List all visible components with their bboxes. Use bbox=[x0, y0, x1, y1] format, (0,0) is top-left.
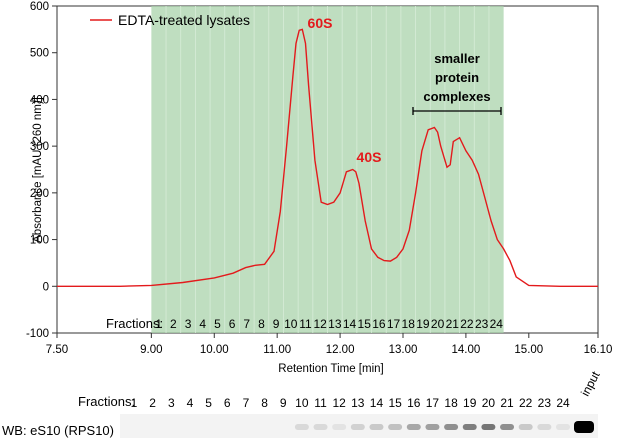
wb-lane-number: 10 bbox=[295, 396, 309, 410]
wb-lane-number: 3 bbox=[167, 396, 175, 410]
wb-lane-number: 11 bbox=[314, 396, 327, 410]
y-tick-label: 200 bbox=[30, 188, 49, 200]
fraction-number: 9 bbox=[273, 317, 280, 331]
fraction-number: 5 bbox=[214, 317, 221, 331]
fraction-number: 7 bbox=[243, 317, 250, 331]
y-axis-label: Absorbance [mAU (260 nm)] bbox=[32, 97, 44, 243]
x-tick-label: 10.00 bbox=[200, 344, 229, 356]
wb-lane-number: 4 bbox=[186, 396, 194, 410]
x-tick-label: 16.10 bbox=[584, 344, 613, 356]
wb-lane-number: 17 bbox=[425, 396, 440, 410]
x-axis-label: Retention Time [min] bbox=[278, 363, 383, 375]
fraction-number: 15 bbox=[358, 317, 372, 331]
x-tick-label: 11.00 bbox=[263, 344, 291, 356]
wb-lane-number: 24 bbox=[556, 396, 570, 410]
fraction-number: 19 bbox=[416, 317, 430, 331]
wb-lane-number: 16 bbox=[407, 396, 421, 410]
legend-label: EDTA-treated lysates bbox=[118, 12, 250, 28]
wb-band bbox=[425, 424, 440, 430]
wb-lane-number: 8 bbox=[261, 396, 268, 410]
wb-band bbox=[500, 424, 515, 430]
y-tick-label: -100 bbox=[26, 328, 49, 340]
annotation-40s: 40S bbox=[357, 149, 382, 165]
wb-band bbox=[388, 424, 403, 430]
wb-band bbox=[481, 424, 496, 430]
x-tick-label: 12.00 bbox=[326, 344, 355, 356]
x-tick-label: 15.00 bbox=[514, 344, 543, 356]
wb-lane-number: 15 bbox=[388, 396, 402, 410]
fraction-number: 13 bbox=[328, 317, 342, 331]
fraction-number: 16 bbox=[372, 317, 386, 331]
wb-lane-number: 2 bbox=[149, 396, 156, 410]
y-tick-label: 500 bbox=[30, 48, 49, 60]
wb-band bbox=[332, 424, 347, 430]
y-tick-label: 100 bbox=[30, 235, 49, 247]
annotation-smaller-complexes: smaller protein complexes bbox=[412, 51, 502, 115]
fraction-number: 11 bbox=[299, 317, 312, 331]
wb-lane-number: 22 bbox=[519, 396, 533, 410]
wb-band bbox=[369, 424, 384, 430]
fraction-number: 23 bbox=[475, 317, 489, 331]
wb-lane-number: 5 bbox=[205, 396, 212, 410]
fraction-number: 6 bbox=[229, 317, 236, 331]
wb-lane-number: 23 bbox=[537, 396, 552, 410]
wb-band bbox=[537, 424, 552, 430]
wb-lane-number: 21 bbox=[500, 396, 514, 410]
wb-lane-number: 20 bbox=[481, 396, 496, 410]
y-tick-label: 0 bbox=[43, 281, 49, 293]
fraction-number: 4 bbox=[199, 317, 206, 331]
wb-band bbox=[462, 424, 477, 430]
fraction-number: 2 bbox=[170, 317, 177, 331]
y-tick-label: 300 bbox=[30, 141, 49, 153]
wb-lane-number: 6 bbox=[223, 396, 231, 410]
fraction-number: 24 bbox=[490, 317, 504, 331]
fraction-number: 14 bbox=[343, 317, 357, 331]
wb-lane-number: 9 bbox=[279, 396, 287, 410]
wb-band bbox=[406, 424, 421, 430]
wb-input-band bbox=[574, 421, 594, 433]
svg-text:protein: protein bbox=[435, 70, 479, 85]
fraction-numbers: 1 2 3 4 5 6 7 8 9 10 11 12 13 14 15 16 17 18 19 20 21 22 23 24 bbox=[155, 317, 503, 331]
fraction-number: 1 bbox=[155, 317, 162, 331]
wb-lane-number: 1 bbox=[130, 396, 138, 410]
wb-fractions-label: Fractions: bbox=[78, 394, 136, 409]
x-tick-label: 13.00 bbox=[389, 344, 418, 356]
wb-lane-number: 14 bbox=[369, 396, 384, 410]
fractions-label: Fractions: bbox=[106, 316, 163, 331]
x-tick-label: 14.00 bbox=[452, 344, 481, 356]
annotation-60s: 60S bbox=[308, 15, 333, 31]
fraction-number: 17 bbox=[387, 317, 401, 331]
wb-lane-number: 7 bbox=[242, 396, 250, 410]
wb-band bbox=[444, 424, 459, 430]
svg-text:complexes: complexes bbox=[423, 89, 490, 104]
svg-text:smaller: smaller bbox=[434, 51, 480, 66]
wb-band bbox=[556, 424, 570, 430]
wb-band bbox=[294, 424, 309, 430]
wb-lane-number: 19 bbox=[463, 396, 477, 410]
absorbance-curve bbox=[57, 28, 598, 287]
y-tick-label: 400 bbox=[30, 94, 49, 106]
wb-lane-number: 13 bbox=[351, 396, 365, 410]
fraction-number: 21 bbox=[446, 317, 460, 331]
wb-band bbox=[313, 424, 328, 430]
fraction-number: 18 bbox=[402, 317, 416, 331]
x-tick-label: 9.00 bbox=[140, 344, 162, 356]
fraction-number: 20 bbox=[431, 317, 445, 331]
fraction-number: 22 bbox=[460, 317, 474, 331]
fraction-number: 12 bbox=[313, 317, 327, 331]
x-tick-label: 7.50 bbox=[46, 344, 68, 356]
wb-lane-number: 18 bbox=[444, 396, 458, 410]
fraction-number: 3 bbox=[185, 317, 192, 331]
fraction-number: 8 bbox=[258, 317, 265, 331]
axis-ticks: 7.50 9.00 10.00 11.00 12.00 13.00 14.00 15.00 16… bbox=[26, 1, 612, 356]
wb-antibody-label: WB: eS10 (RPS10) bbox=[2, 423, 114, 438]
y-tick-label: 600 bbox=[30, 1, 49, 13]
wb-lane-number: 12 bbox=[332, 396, 346, 410]
wb-band bbox=[350, 424, 365, 430]
fraction-number: 10 bbox=[284, 317, 298, 331]
wb-band bbox=[518, 424, 533, 430]
